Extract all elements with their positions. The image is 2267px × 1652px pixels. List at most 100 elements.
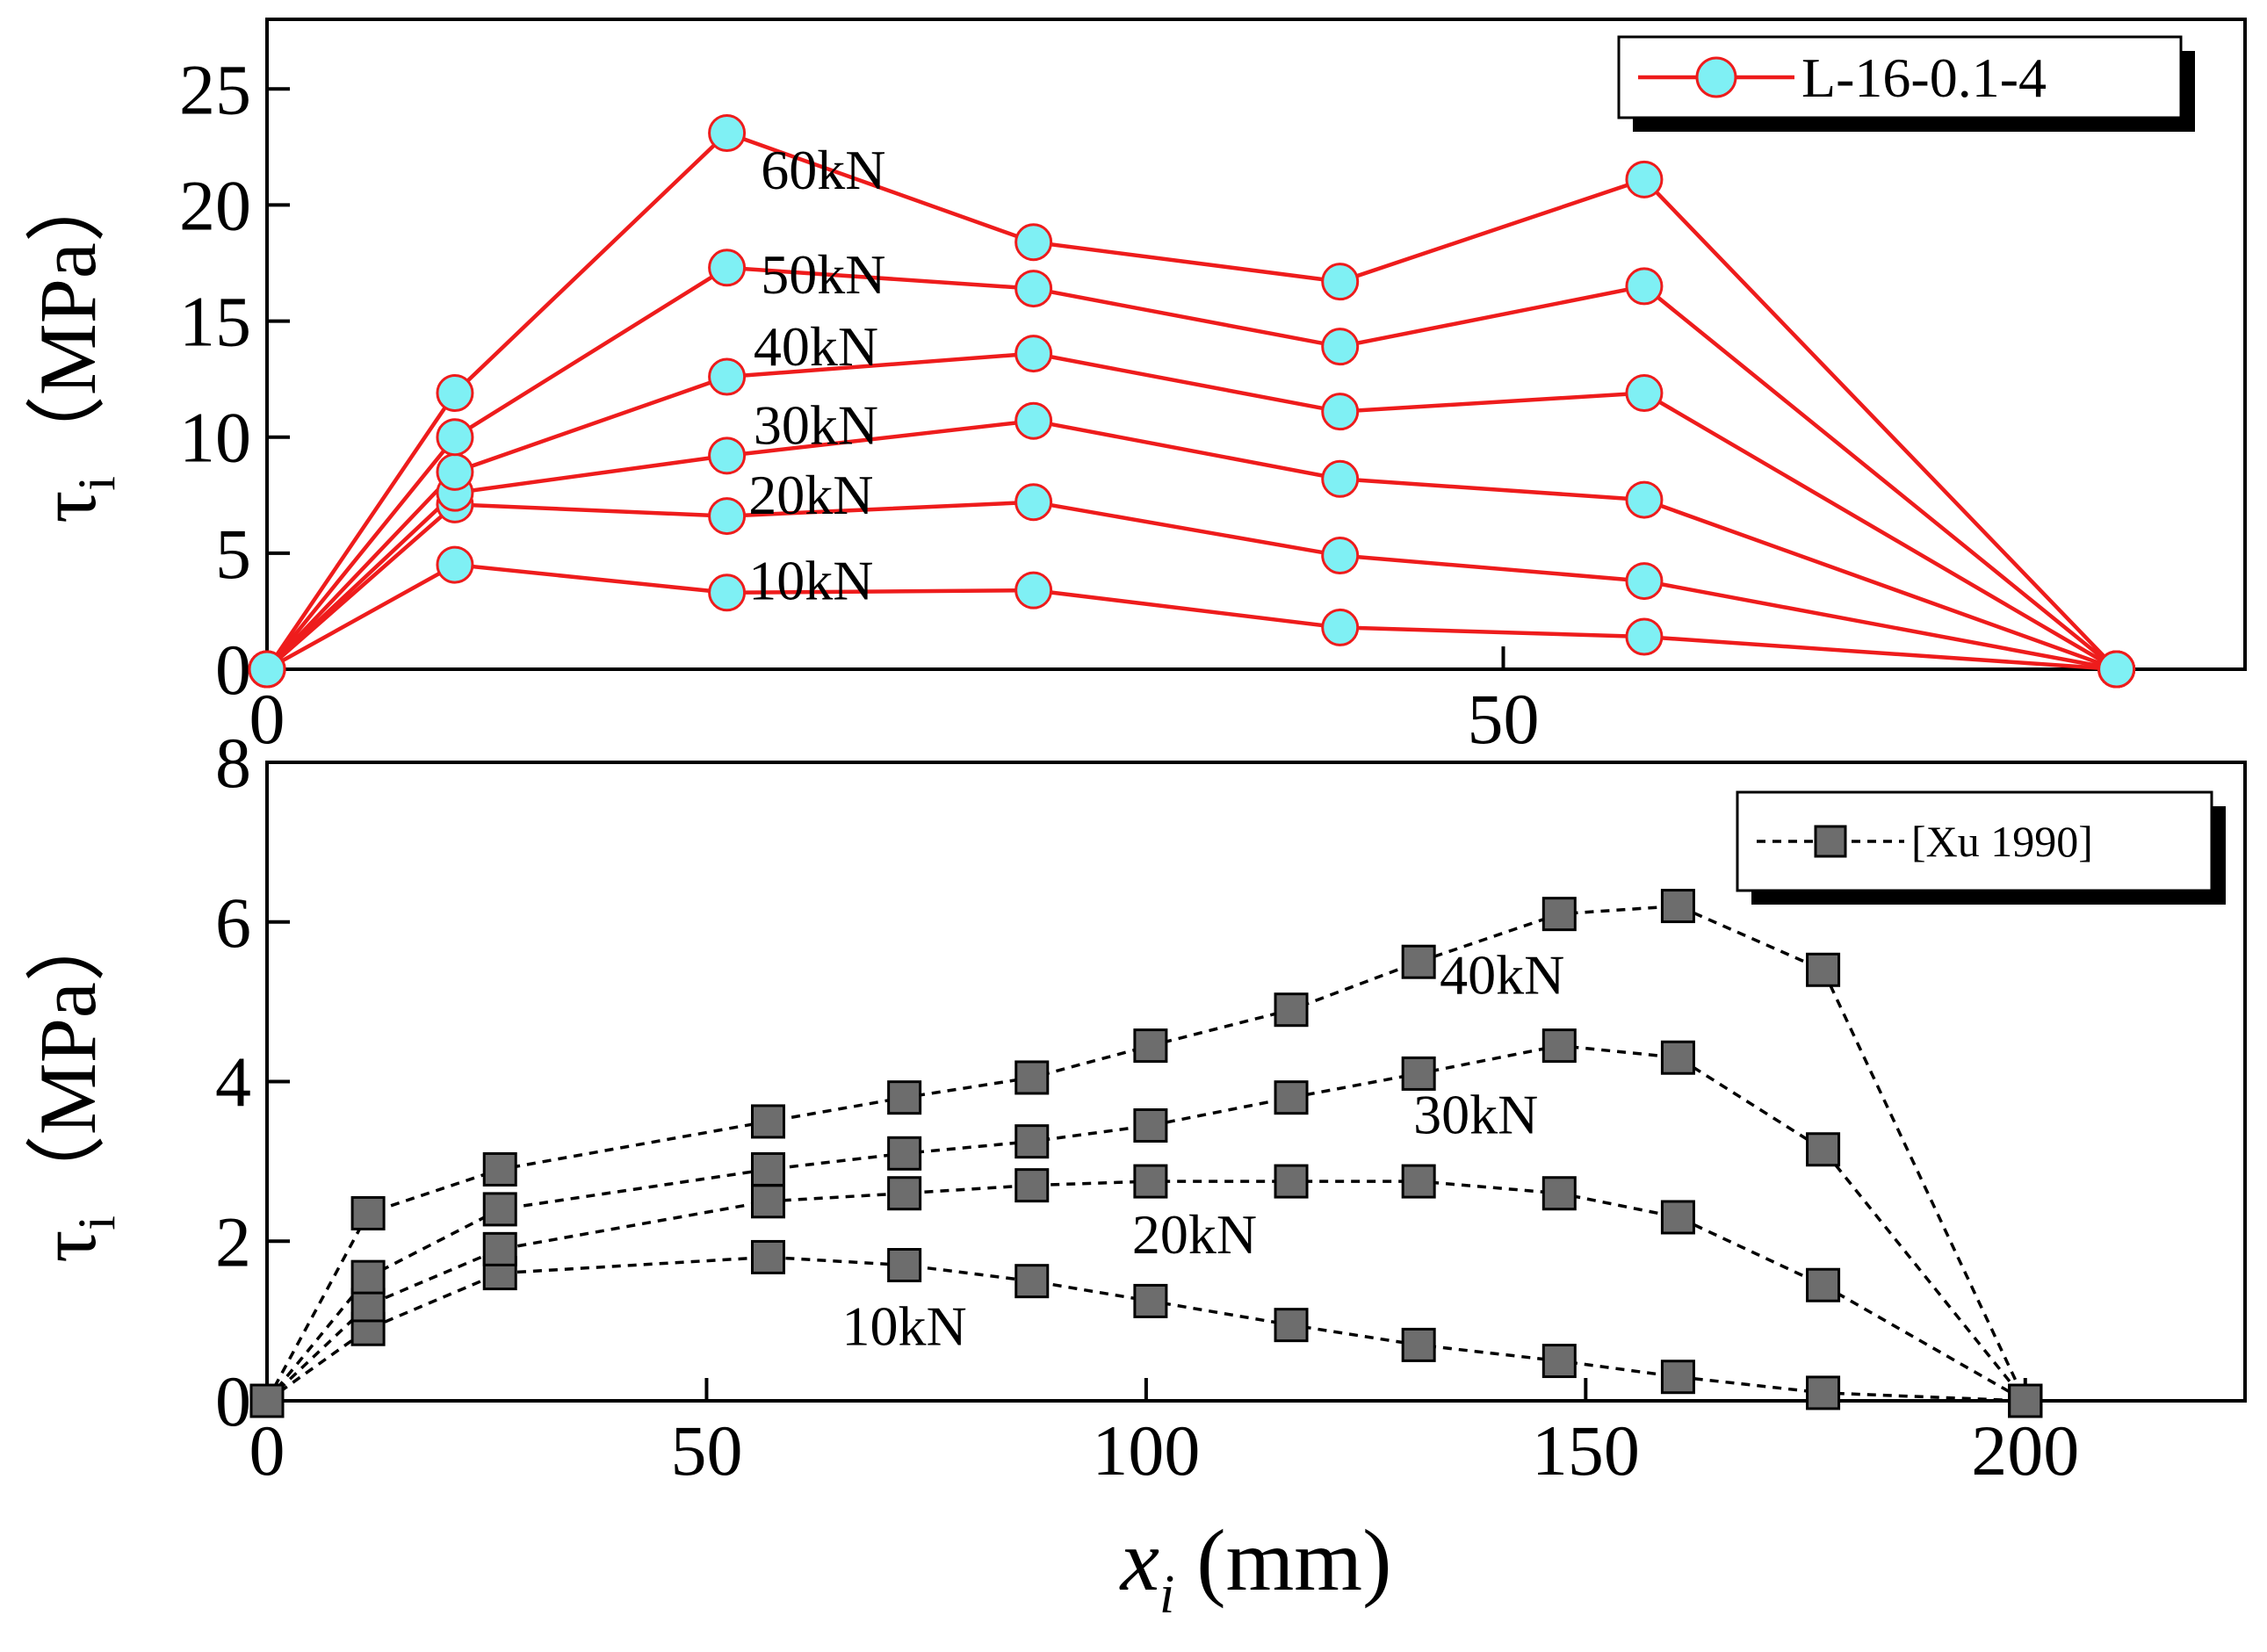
annotation-10kN: 10kN xyxy=(842,1295,967,1357)
data-point-60kN xyxy=(1625,160,1664,198)
data-point-60kN xyxy=(248,650,286,689)
annotation-10kN: 10kN xyxy=(748,550,873,612)
data-point-10kN xyxy=(1660,1360,1695,1395)
data-point-10kN xyxy=(708,574,747,612)
data-point-60kN xyxy=(436,374,474,412)
annotation-40kN: 40kN xyxy=(754,315,878,378)
data-point-30kN xyxy=(350,1259,386,1295)
x-tick-label: 0 xyxy=(249,1410,285,1490)
data-point-30kN xyxy=(1133,1107,1168,1143)
data-point-50kN xyxy=(1321,328,1360,366)
data-point-40kN xyxy=(249,1383,285,1418)
x-axis-label: xi (mm) xyxy=(1119,1511,1392,1625)
data-point-10kN xyxy=(1014,571,1053,610)
data-point-40kN xyxy=(708,357,747,396)
data-point-30kN xyxy=(1541,1028,1577,1064)
data-point-30kN xyxy=(1014,401,1053,440)
x-tick-label: 0 xyxy=(249,679,285,759)
data-point-50kN xyxy=(1625,267,1664,306)
y-tick-label: 15 xyxy=(179,282,251,362)
data-point-40kN xyxy=(1541,897,1577,932)
data-point-40kN xyxy=(1274,992,1309,1028)
annotation-20kN: 20kN xyxy=(1132,1203,1257,1266)
data-point-50kN xyxy=(1014,270,1053,308)
data-point-10kN xyxy=(1321,608,1360,646)
annotation-60kN: 60kN xyxy=(761,139,885,201)
annotation-20kN: 20kN xyxy=(748,464,873,526)
data-point-40kN xyxy=(436,452,474,491)
legend-marker xyxy=(1814,825,1847,858)
top-panel-l-16-0.1-4: 0 5 10 15 20 25 0 50 τi（MPa） 60kN 50kN 40kN 30kN 20kN… xyxy=(23,18,2247,759)
data-point-10kN xyxy=(1401,1327,1436,1362)
series-line-30kN xyxy=(265,418,2118,672)
annotation-50kN: 50kN xyxy=(761,243,885,306)
data-point-30kN xyxy=(1321,459,1360,498)
series-line-20kN xyxy=(265,500,2118,672)
x-tick-label: 150 xyxy=(1532,1410,1640,1490)
data-point-10kN xyxy=(1274,1308,1309,1343)
legend-label: [Xu 1990] xyxy=(1911,817,2093,866)
data-point-20kN xyxy=(708,497,747,536)
data-point-60kN xyxy=(708,114,747,152)
annotation-30kN: 30kN xyxy=(1413,1084,1538,1146)
data-point-10kN xyxy=(1014,1264,1050,1299)
legend-marker xyxy=(1695,56,1737,98)
data-point-30kN xyxy=(1401,1056,1436,1091)
data-point-10kN xyxy=(1625,617,1664,656)
data-point-50kN xyxy=(708,249,747,287)
y-tick-label: 6 xyxy=(215,883,251,963)
data-point-20kN xyxy=(1321,537,1360,574)
data-point-40kN xyxy=(482,1151,517,1187)
data-point-30kN xyxy=(1660,1040,1695,1075)
data-point-30kN xyxy=(887,1136,922,1171)
data-point-30kN xyxy=(482,1192,517,1227)
data-point-20kN xyxy=(887,1176,922,1211)
data-point-20kN xyxy=(482,1231,517,1266)
data-point-20kN xyxy=(1541,1176,1577,1211)
data-point-20kN xyxy=(1625,562,1664,601)
data-point-40kN xyxy=(1133,1028,1168,1064)
data-point-10kN xyxy=(1806,1375,1841,1410)
data-point-20kN xyxy=(1014,483,1053,522)
data-point-30kN xyxy=(708,436,747,475)
data-point-10kN xyxy=(887,1248,922,1283)
data-point-10kN xyxy=(1133,1283,1168,1318)
y-tick-label: 2 xyxy=(215,1201,251,1281)
data-point-40kN xyxy=(887,1080,922,1115)
y-axis-label: τi（MPa） xyxy=(23,901,126,1262)
y-tick-label: 0 xyxy=(215,1361,251,1441)
series-line-60kN xyxy=(265,130,2119,671)
data-point-10kN xyxy=(751,1239,786,1274)
annotation-40kN: 40kN xyxy=(1440,944,1564,1006)
legend-label: L-16-0.1-4 xyxy=(1801,47,2047,109)
data-point-50kN xyxy=(436,418,474,457)
data-point-20kN xyxy=(751,1184,786,1219)
y-tick-label: 4 xyxy=(215,1042,251,1122)
data-point-20kN xyxy=(1133,1164,1168,1199)
data-point-40kN xyxy=(1625,374,1664,412)
data-point-30kN xyxy=(1806,1132,1841,1167)
data-point-10kN xyxy=(1541,1344,1577,1379)
data-point-40kN xyxy=(2008,1383,2043,1418)
data-point-40kN xyxy=(1660,889,1695,924)
y-tick-label: 8 xyxy=(215,723,251,803)
y-tick-label: 5 xyxy=(215,514,251,594)
data-point-20kN xyxy=(1274,1164,1309,1199)
data-point-40kN xyxy=(1321,393,1360,431)
data-point-10kN xyxy=(436,545,474,584)
data-point-30kN xyxy=(1625,480,1664,519)
data-point-20kN xyxy=(1401,1164,1436,1199)
data-point-30kN xyxy=(751,1151,786,1187)
data-point-20kN xyxy=(1660,1200,1695,1235)
y-tick-label: 25 xyxy=(179,49,251,129)
x-tick-label: 50 xyxy=(1468,679,1540,759)
x-tick-label: 100 xyxy=(1092,1410,1200,1490)
plot-frame xyxy=(265,18,2247,671)
y-axis-label: τi（MPa） xyxy=(23,162,126,523)
data-point-40kN xyxy=(350,1195,386,1230)
data-point-20kN xyxy=(1014,1168,1050,1203)
data-point-20kN xyxy=(1806,1267,1841,1302)
series-line-40kN xyxy=(265,904,2027,1402)
data-point-40kN xyxy=(751,1104,786,1139)
